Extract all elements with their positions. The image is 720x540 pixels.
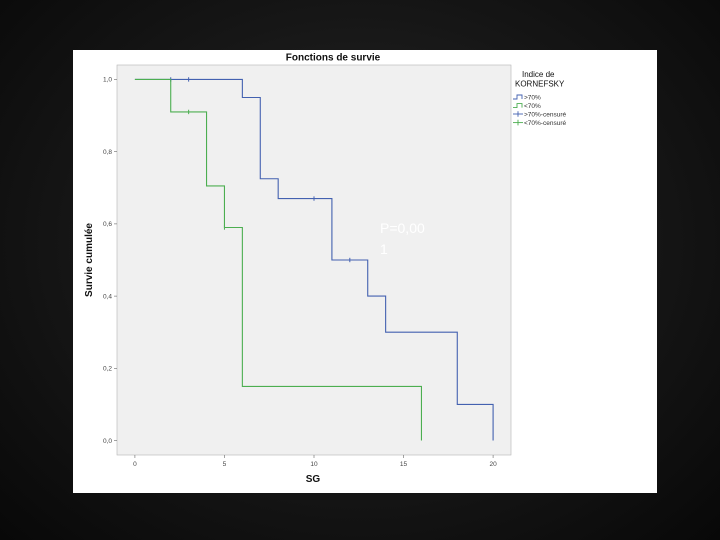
legend-entry: <70%-censuré xyxy=(524,120,566,127)
x-tick-label: 0 xyxy=(133,461,137,468)
y-tick-label: 1,0 xyxy=(103,77,112,84)
x-tick-label: 5 xyxy=(223,461,227,468)
legend-items: >70% <70% >70%-censuré<70%-censuré xyxy=(513,94,566,127)
x-axis: 0 5 10 15 20 xyxy=(133,455,497,468)
legend-title-line-1: Indice de xyxy=(522,70,555,79)
survival-chart: Fonctions de survie SG Survie cumulée 0 5… xyxy=(73,50,657,493)
x-axis-title: SG xyxy=(306,474,321,485)
chart-title: Fonctions de survie xyxy=(286,53,381,64)
x-tick-label: 10 xyxy=(310,461,318,468)
x-tick-label: 20 xyxy=(489,461,497,468)
p-value-line-1: P=0,00 xyxy=(380,220,425,236)
series-layer xyxy=(134,77,494,441)
legend-entry: <70% xyxy=(524,103,541,110)
series-line-0 xyxy=(134,78,494,441)
chart-image: Fonctions de survie SG Survie cumulée 0 5… xyxy=(73,50,657,493)
legend-swatch xyxy=(513,94,523,100)
legend-title-line-2: KORNEFSKY xyxy=(515,80,565,89)
y-axis: 0,0 0,2 0,4 0,6 0,8 1,0 xyxy=(103,77,117,445)
x-tick-label: 15 xyxy=(400,461,408,468)
legend: Indice de KORNEFSKY >70% <70% >70%-censuré… xyxy=(513,70,566,127)
y-tick-label: 0,2 xyxy=(103,366,112,373)
y-tick-label: 0,6 xyxy=(103,221,112,228)
legend-entry: >70%-censuré xyxy=(524,112,566,119)
legend-swatch xyxy=(513,103,523,109)
plot-area xyxy=(116,64,512,456)
y-tick-label: 0,8 xyxy=(103,149,112,156)
series-line-1 xyxy=(134,78,423,441)
y-axis-title: Survie cumulée xyxy=(84,223,95,297)
p-value-line-2: 1 xyxy=(380,241,388,257)
y-tick-label: 0,0 xyxy=(103,438,112,445)
y-tick-label: 0,4 xyxy=(103,293,112,300)
legend-entry: >70% xyxy=(524,94,541,101)
